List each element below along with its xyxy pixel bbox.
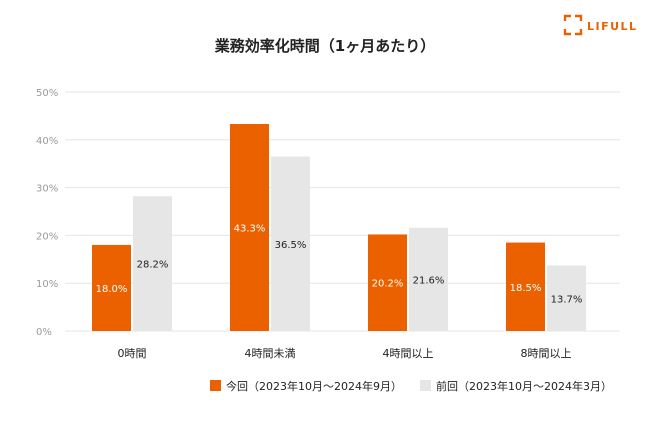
data-label: 21.6% — [413, 275, 445, 286]
bar — [547, 265, 586, 331]
bar — [409, 227, 448, 331]
chart-title: 業務効率化時間（1ヶ月あたり） — [214, 37, 435, 55]
y-tick-label: 10% — [36, 279, 58, 290]
bar — [92, 244, 131, 331]
data-label: 18.5% — [510, 283, 542, 294]
x-tick-label: 4時間以上 — [383, 347, 434, 360]
y-tick-label: 0% — [36, 327, 52, 338]
x-tick-label: 0時間 — [118, 347, 147, 360]
legend-swatch — [420, 380, 431, 391]
data-label: 28.2% — [137, 260, 169, 271]
data-label: 20.2% — [372, 279, 404, 290]
legend-swatch — [210, 380, 221, 391]
y-tick-label: 30% — [36, 184, 58, 195]
bar — [271, 156, 310, 331]
legend-label: 前回（2023年10月～2024年3月） — [436, 379, 612, 393]
data-label: 36.5% — [275, 240, 307, 251]
y-tick-label: 20% — [36, 231, 58, 242]
bar — [506, 242, 545, 331]
data-label: 43.3% — [234, 224, 266, 235]
y-tick-label: 40% — [36, 136, 58, 147]
bar — [230, 124, 269, 331]
x-tick-label: 4時間未満 — [245, 347, 296, 360]
y-tick-label: 50% — [36, 88, 58, 99]
logo-text: LIFULL — [587, 20, 638, 33]
x-tick-label: 8時間以上 — [521, 347, 572, 360]
bar — [368, 234, 407, 331]
data-label: 13.7% — [551, 294, 583, 305]
bar — [133, 196, 172, 331]
data-label: 18.0% — [96, 284, 128, 295]
lifull-logo: LIFULL — [563, 14, 638, 36]
legend-label: 今回（2023年10月～2024年9月） — [226, 379, 402, 393]
